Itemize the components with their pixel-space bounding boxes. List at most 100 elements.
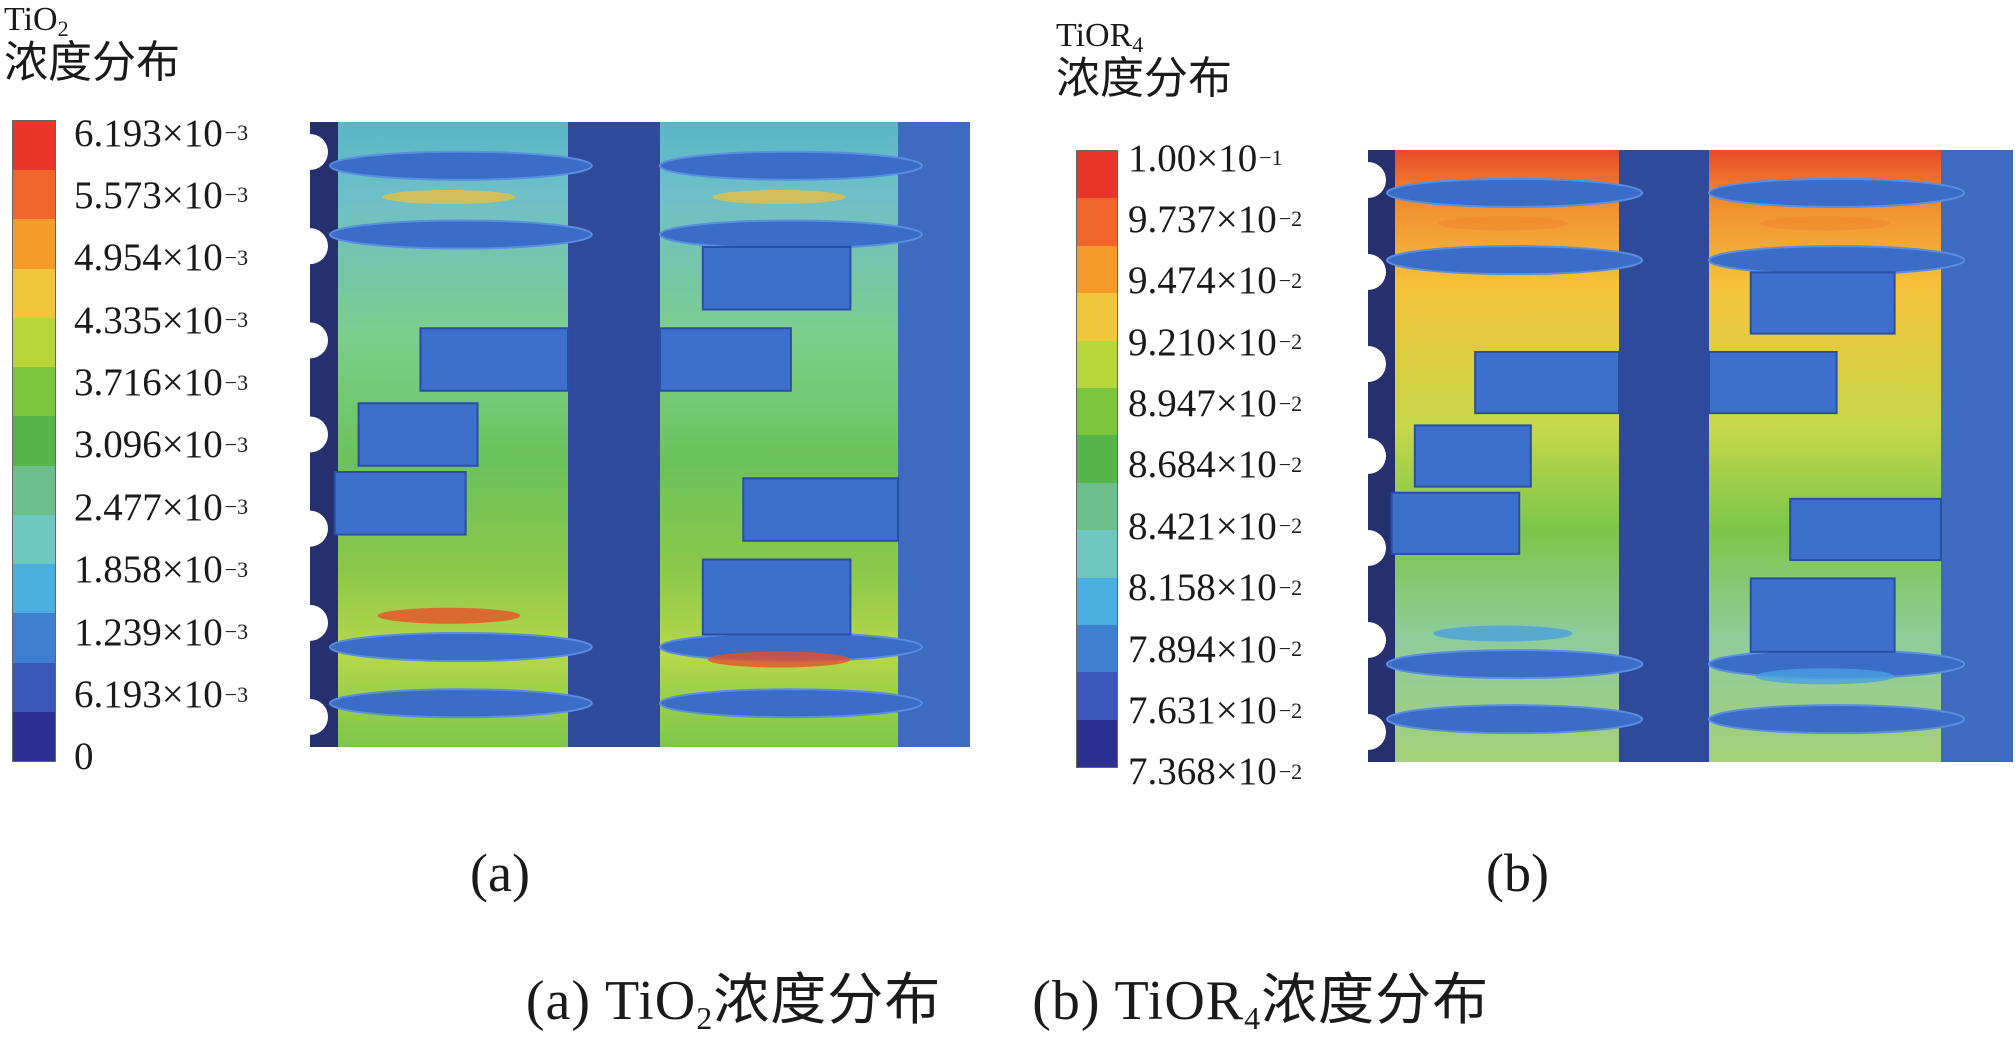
hot-spot bbox=[1760, 216, 1890, 231]
impeller-blade bbox=[1386, 649, 1644, 680]
colorbar-segment bbox=[13, 465, 55, 515]
colorbar-segment bbox=[13, 514, 55, 565]
impeller-blade bbox=[1386, 245, 1644, 276]
wall-notch bbox=[310, 322, 328, 359]
impeller-blade bbox=[659, 150, 923, 181]
hub-block bbox=[357, 402, 479, 467]
caption-b: (b) TiOR4浓度分布 bbox=[1032, 955, 1489, 1037]
colorbar-segment bbox=[13, 121, 55, 171]
colorbar-segment bbox=[1077, 482, 1117, 531]
colorbar-segment bbox=[1077, 719, 1117, 768]
colorbar-segment bbox=[13, 317, 55, 368]
field-svg bbox=[310, 122, 970, 747]
caption-a: (a) TiO2浓度分布 bbox=[526, 955, 941, 1037]
impeller-blade bbox=[1708, 177, 1966, 208]
legend-title-subscript: 4 bbox=[1132, 32, 1144, 57]
impeller-blade bbox=[659, 219, 923, 250]
hub-block bbox=[333, 471, 467, 536]
hub-block bbox=[1474, 350, 1620, 415]
hot-spot bbox=[382, 190, 516, 204]
impeller-blade bbox=[329, 688, 593, 719]
caption-a-prefix: (a) TiO bbox=[525, 970, 697, 1032]
colorbar-segment bbox=[1077, 435, 1117, 483]
colorbar-segment bbox=[1077, 198, 1117, 246]
concentration-field-b bbox=[1368, 150, 2013, 762]
colorbar-segment bbox=[13, 219, 55, 269]
caption-a-sub: 2 bbox=[696, 1000, 714, 1036]
panel-a: TiO2 浓度分布 6.193×10 −3 5.573×10 −3 4.954×10 −3… bbox=[0, 0, 1000, 903]
hot-spot bbox=[707, 651, 851, 668]
concentration-field-a bbox=[310, 122, 970, 747]
caption-b-prefix: (b) TiOR bbox=[1032, 970, 1245, 1032]
wall-notch bbox=[310, 510, 328, 547]
sub-label-a: (a) bbox=[470, 843, 530, 903]
hot-spot bbox=[1433, 625, 1573, 642]
colorbar-segment bbox=[1077, 340, 1117, 388]
colorbar-segment bbox=[13, 711, 55, 762]
colorbar-segment bbox=[13, 416, 55, 466]
wall-notch bbox=[1368, 622, 1386, 658]
colorbar-segment bbox=[13, 613, 55, 663]
impeller-blade bbox=[1386, 177, 1644, 208]
sub-label-b: (b) bbox=[1486, 843, 1549, 903]
colorbar-segment bbox=[13, 367, 55, 417]
impeller-blade bbox=[659, 688, 923, 719]
hub-block bbox=[1390, 491, 1521, 555]
colorbar-ticks-a: 6.193×10 −3 5.573×10 −3 4.954×10 −3 4.335×10 −3… bbox=[74, 111, 249, 779]
hub-block bbox=[701, 246, 852, 311]
hub-block bbox=[1708, 350, 1838, 415]
wall-notch bbox=[1368, 254, 1386, 290]
legend-title-a: TiO2 浓度分布 bbox=[4, 2, 180, 86]
colorbar-segment bbox=[1077, 293, 1117, 341]
impeller-blade bbox=[1708, 704, 1966, 735]
colorbar-segment bbox=[13, 564, 55, 614]
impeller-blade bbox=[329, 150, 593, 181]
wall-notch bbox=[310, 699, 328, 735]
colorbar-segment bbox=[1077, 672, 1117, 720]
wall-notch bbox=[310, 228, 328, 265]
impeller-blade bbox=[1386, 704, 1644, 735]
legend-title-text: 浓度分布 bbox=[1056, 54, 1232, 104]
wall-notch bbox=[310, 604, 328, 641]
colorbar-segment bbox=[13, 170, 55, 220]
wall-notch bbox=[1368, 346, 1386, 382]
hot-spot bbox=[1755, 668, 1895, 685]
hub-block bbox=[659, 327, 792, 392]
colorbar-segment bbox=[1077, 577, 1117, 625]
colorbar-segment bbox=[1077, 530, 1117, 578]
legend-title-subscript: 2 bbox=[57, 16, 69, 41]
colorbar-a bbox=[12, 120, 56, 762]
legend-title-formula: TiOR bbox=[1056, 17, 1133, 54]
caption-a-suffix: 浓度分布 bbox=[713, 970, 942, 1032]
colorbar-segment bbox=[1077, 245, 1117, 294]
hub-block bbox=[419, 327, 569, 392]
figure-caption: (a) TiO2浓度分布 (b) TiOR4浓度分布 bbox=[0, 955, 2015, 1037]
legend-title-formula: TiO bbox=[4, 1, 58, 38]
hub-block bbox=[1749, 271, 1896, 335]
colorbar-segment bbox=[1077, 151, 1117, 199]
hot-spot bbox=[1438, 216, 1568, 231]
legend-title-text: 浓度分布 bbox=[4, 38, 180, 88]
colorbar-ticks-b: 1.00×10 −1 9.737×10 −2 9.474×10 −2 9.210×10 −2 8… bbox=[1128, 136, 1303, 794]
caption-b-suffix: 浓度分布 bbox=[1261, 970, 1490, 1032]
hot-spot bbox=[712, 190, 846, 204]
panel-b: TiOR4 浓度分布 1.00×10 −1 9.737×10 −2 9.474×10 −2… bbox=[1040, 0, 2015, 903]
wall-notch bbox=[310, 134, 328, 170]
colorbar-b bbox=[1076, 150, 1118, 768]
wall-notch bbox=[310, 416, 328, 453]
wall-notch bbox=[1368, 438, 1386, 474]
caption-b-sub: 4 bbox=[1244, 1000, 1262, 1036]
impeller-blade bbox=[1708, 245, 1966, 276]
hub-block bbox=[742, 477, 899, 542]
hot-spot bbox=[377, 607, 521, 624]
impeller-blade bbox=[329, 219, 593, 250]
legend-title-b: TiOR4 浓度分布 bbox=[1056, 18, 1232, 102]
wall-notch bbox=[1368, 162, 1386, 198]
colorbar-segment bbox=[13, 662, 55, 712]
colorbar-segment bbox=[1077, 387, 1117, 436]
hub-block bbox=[701, 558, 852, 636]
colorbar-segment bbox=[1077, 624, 1117, 673]
field-svg bbox=[1368, 150, 2013, 762]
impeller-blade bbox=[329, 632, 593, 662]
hub-block bbox=[1749, 577, 1896, 653]
